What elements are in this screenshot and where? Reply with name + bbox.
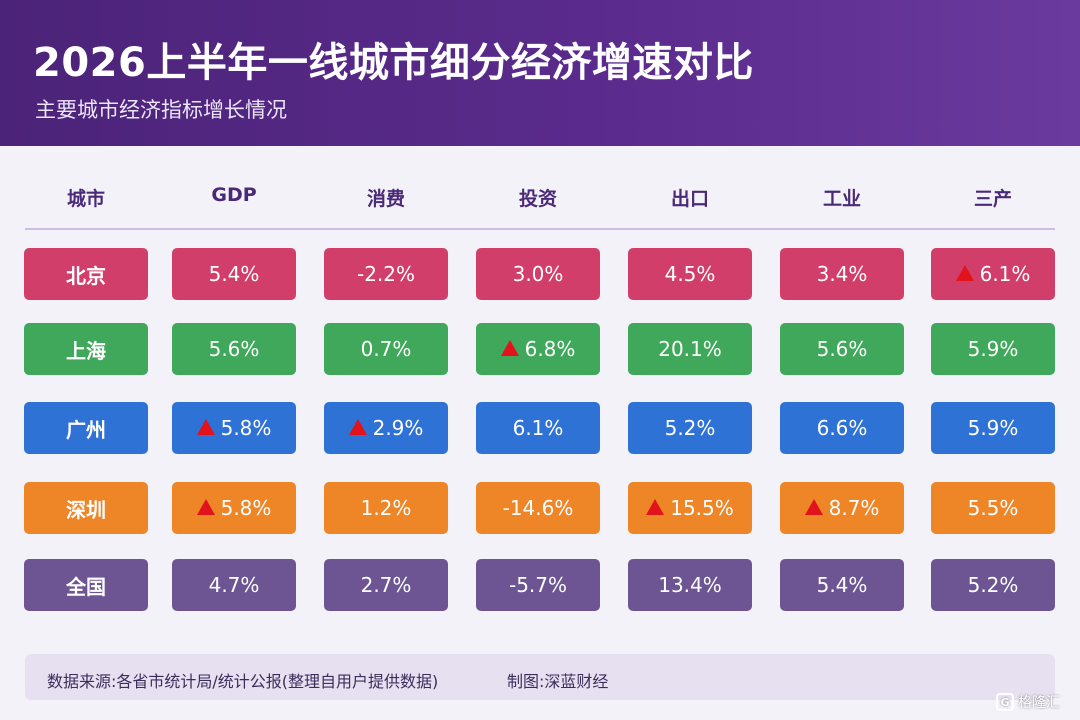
value-text: -14.6% (502, 496, 574, 520)
value-text: 15.5% (670, 496, 734, 520)
value-cell: 4.5% (628, 248, 752, 300)
header-divider (25, 228, 1055, 230)
value-cell: 1.2% (324, 482, 448, 534)
value-cell: 5.9% (931, 402, 1055, 454)
up-triangle-icon (804, 499, 823, 515)
value-text: 5.9% (967, 337, 1019, 361)
up-triangle-icon (500, 340, 519, 356)
value-text: 4.5% (664, 262, 716, 286)
city-label: 全国 (24, 559, 148, 611)
value-cell: 5.6% (172, 323, 296, 375)
up-triangle-icon (196, 499, 215, 515)
footer-note: 数据来源:各省市统计局/统计公报(整理自用户提供数据) 制图:深蓝财经 (25, 654, 1055, 700)
value-text: 5.8% (220, 416, 272, 440)
value-cell: -5.7% (476, 559, 600, 611)
value-cell: 6.8% (476, 323, 600, 375)
column-header: 消费 (366, 188, 405, 210)
value-text: 5.4% (816, 573, 868, 597)
value-text: 5.2% (967, 573, 1019, 597)
column-header: GDP (211, 184, 257, 206)
value-text: 13.4% (658, 573, 722, 597)
value-cell: 5.8% (172, 402, 296, 454)
value-cell: 3.0% (476, 248, 600, 300)
value-cell: 8.7% (780, 482, 904, 534)
watermark: G 格隆汇 (996, 692, 1060, 712)
value-text: 6.8% (524, 337, 576, 361)
page-subtitle: 主要城市经济指标增长情况 (35, 98, 287, 122)
chart-credit: 制图:深蓝财经 (507, 672, 609, 691)
value-text: 5.9% (967, 416, 1019, 440)
value-text: 0.7% (360, 337, 412, 361)
value-cell: 5.8% (172, 482, 296, 534)
value-text: 6.1% (979, 262, 1031, 286)
value-cell: 5.5% (931, 482, 1055, 534)
column-header: 三产 (973, 188, 1012, 210)
value-cell: 0.7% (324, 323, 448, 375)
value-cell: 20.1% (628, 323, 752, 375)
value-cell: 2.9% (324, 402, 448, 454)
column-header: 投资 (518, 188, 557, 210)
value-text: 6.1% (512, 416, 564, 440)
value-text: 6.6% (816, 416, 868, 440)
value-text: 5.4% (208, 262, 260, 286)
value-text: -2.2% (356, 262, 416, 286)
value-text: 1.2% (360, 496, 412, 520)
value-text: 5.6% (816, 337, 868, 361)
value-text: 3.4% (816, 262, 868, 286)
column-header: 工业 (822, 188, 861, 210)
watermark-text: 格隆汇 (1018, 695, 1060, 711)
value-cell: 3.4% (780, 248, 904, 300)
value-text: 4.7% (208, 573, 260, 597)
value-text: 20.1% (658, 337, 722, 361)
value-cell: 5.9% (931, 323, 1055, 375)
value-text: 8.7% (828, 496, 880, 520)
column-header: 出口 (670, 188, 709, 210)
value-cell: 15.5% (628, 482, 752, 534)
column-header: 城市 (66, 188, 105, 210)
city-label: 广州 (24, 402, 148, 454)
value-cell: 6.1% (476, 402, 600, 454)
value-cell: 5.2% (931, 559, 1055, 611)
value-cell: 5.4% (780, 559, 904, 611)
value-text: -5.7% (508, 573, 568, 597)
value-cell: -14.6% (476, 482, 600, 534)
header-banner: 2026上半年一线城市细分经济增速对比 主要城市经济指标增长情况 (0, 0, 1080, 146)
up-triangle-icon (196, 419, 215, 435)
value-text: 3.0% (512, 262, 564, 286)
value-cell: 5.4% (172, 248, 296, 300)
value-cell: 2.7% (324, 559, 448, 611)
growth-table: 城市 GDP 消费 投资 出口 工业 三产北京 5.4% -2.2% 3.0% 4.5% 3.4% 6.… (0, 146, 1080, 646)
value-cell: 5.2% (628, 402, 752, 454)
value-text: 2.9% (372, 416, 424, 440)
value-cell: 13.4% (628, 559, 752, 611)
city-label: 深圳 (24, 482, 148, 534)
value-text: 5.8% (220, 496, 272, 520)
value-text: 5.5% (967, 496, 1019, 520)
value-text: 5.2% (664, 416, 716, 440)
value-cell: 5.6% (780, 323, 904, 375)
value-cell: 6.1% (931, 248, 1055, 300)
data-source: 数据来源:各省市统计局/统计公报(整理自用户提供数据) (47, 672, 439, 691)
up-triangle-icon (955, 265, 974, 281)
value-text: 2.7% (360, 573, 412, 597)
gelonghui-logo-icon: G (996, 693, 1014, 711)
up-triangle-icon (646, 499, 665, 515)
value-cell: 6.6% (780, 402, 904, 454)
value-cell: 4.7% (172, 559, 296, 611)
city-label: 北京 (24, 248, 148, 300)
page-title: 2026上半年一线城市细分经济增速对比 (33, 40, 754, 86)
value-cell: -2.2% (324, 248, 448, 300)
up-triangle-icon (348, 419, 367, 435)
city-label: 上海 (24, 323, 148, 375)
value-text: 5.6% (208, 337, 260, 361)
